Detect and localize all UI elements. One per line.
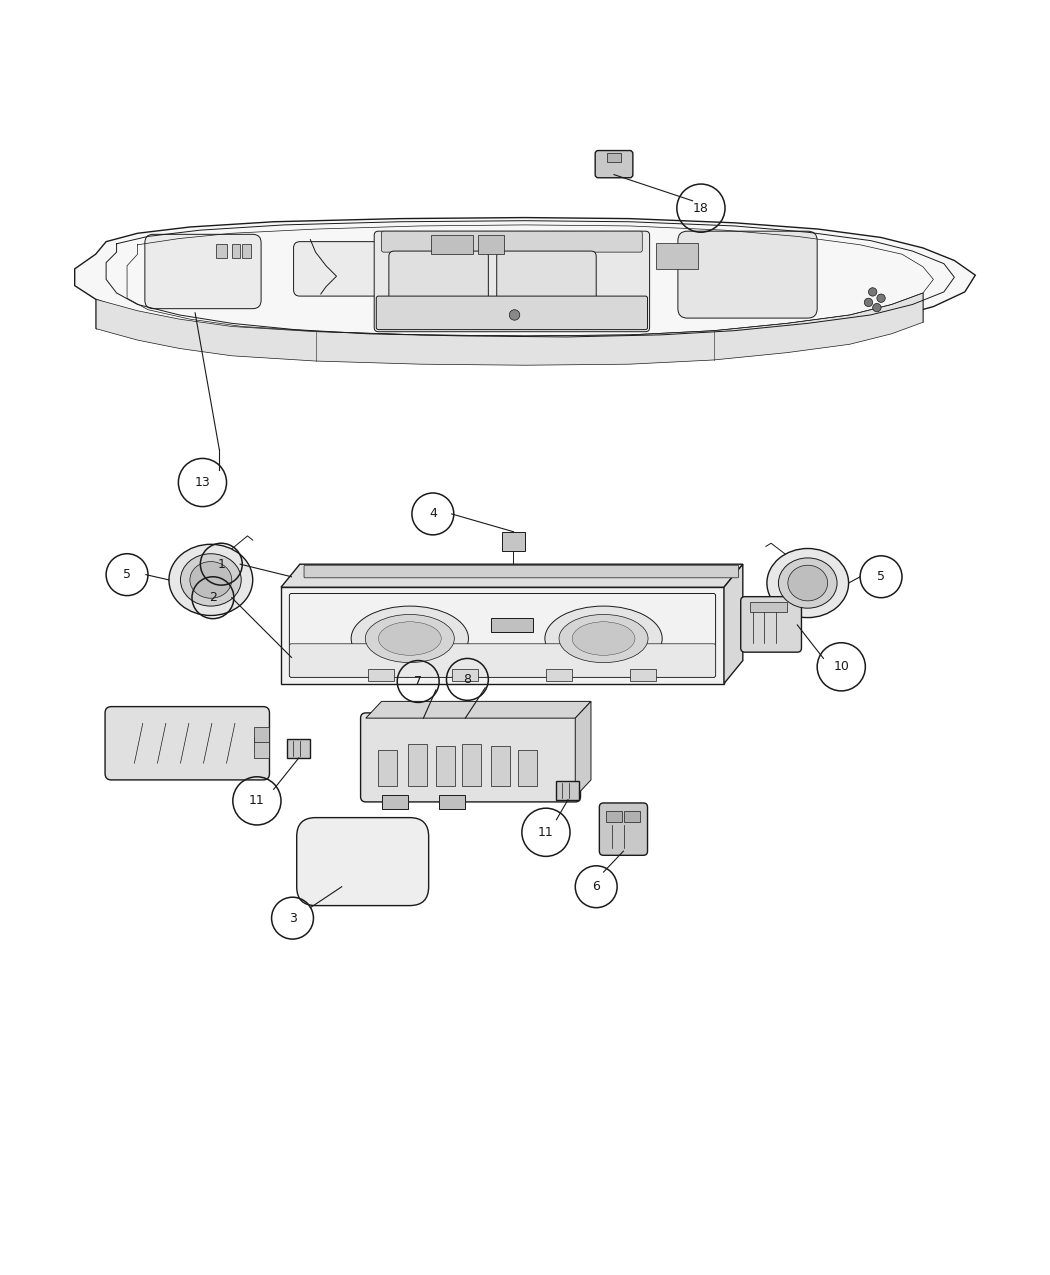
Bar: [436, 746, 455, 787]
Bar: [625, 811, 640, 822]
FancyBboxPatch shape: [145, 235, 261, 309]
Polygon shape: [75, 218, 975, 340]
Bar: [452, 669, 478, 681]
Ellipse shape: [169, 544, 253, 616]
Bar: [462, 745, 481, 787]
Text: 11: 11: [249, 794, 265, 807]
Bar: [546, 669, 572, 681]
Bar: [491, 746, 510, 787]
Ellipse shape: [365, 615, 455, 663]
Bar: [232, 244, 240, 259]
Bar: [556, 782, 580, 799]
FancyBboxPatch shape: [376, 296, 648, 330]
Bar: [368, 669, 394, 681]
Circle shape: [864, 298, 873, 306]
Text: 2: 2: [209, 592, 217, 604]
Ellipse shape: [351, 606, 468, 671]
Text: 10: 10: [834, 660, 849, 673]
Bar: [243, 244, 251, 259]
FancyBboxPatch shape: [388, 251, 488, 306]
FancyBboxPatch shape: [678, 231, 817, 317]
Polygon shape: [96, 293, 923, 365]
Text: 5: 5: [123, 569, 131, 581]
FancyBboxPatch shape: [740, 597, 801, 652]
FancyBboxPatch shape: [304, 565, 738, 578]
Text: 8: 8: [463, 673, 471, 686]
Bar: [478, 236, 504, 254]
Bar: [254, 737, 270, 757]
Bar: [381, 794, 407, 810]
Ellipse shape: [545, 606, 663, 671]
Bar: [407, 745, 426, 787]
Bar: [750, 602, 786, 612]
Bar: [378, 750, 397, 787]
Circle shape: [868, 288, 877, 296]
Text: 13: 13: [194, 476, 210, 490]
Ellipse shape: [190, 561, 232, 598]
FancyBboxPatch shape: [105, 706, 270, 780]
Circle shape: [877, 295, 885, 302]
FancyBboxPatch shape: [290, 644, 716, 677]
Bar: [439, 794, 465, 810]
FancyBboxPatch shape: [297, 817, 428, 905]
Circle shape: [509, 310, 520, 320]
FancyBboxPatch shape: [381, 231, 643, 252]
Bar: [502, 532, 525, 551]
Polygon shape: [723, 565, 742, 683]
Ellipse shape: [778, 558, 837, 608]
Bar: [606, 811, 623, 822]
Bar: [630, 669, 656, 681]
Text: 5: 5: [877, 570, 885, 583]
Ellipse shape: [181, 553, 242, 606]
Circle shape: [873, 303, 881, 312]
Ellipse shape: [572, 622, 635, 655]
Text: 18: 18: [693, 201, 709, 214]
Bar: [518, 750, 537, 787]
Polygon shape: [281, 565, 742, 588]
Text: 11: 11: [538, 826, 553, 839]
FancyBboxPatch shape: [374, 231, 650, 332]
Text: 1: 1: [217, 557, 226, 571]
Text: 3: 3: [289, 912, 296, 924]
Text: 4: 4: [428, 507, 437, 520]
Ellipse shape: [378, 622, 441, 655]
Text: 7: 7: [414, 674, 422, 688]
Polygon shape: [281, 588, 723, 683]
FancyBboxPatch shape: [294, 242, 384, 296]
Bar: [656, 242, 698, 269]
Bar: [288, 740, 311, 757]
FancyBboxPatch shape: [600, 803, 648, 856]
Ellipse shape: [766, 548, 848, 617]
Bar: [430, 236, 473, 254]
Bar: [607, 153, 622, 162]
Ellipse shape: [788, 565, 827, 601]
Ellipse shape: [559, 615, 648, 663]
Polygon shape: [575, 701, 591, 797]
Bar: [491, 617, 533, 632]
Bar: [254, 727, 270, 742]
Bar: [216, 244, 227, 259]
FancyBboxPatch shape: [595, 150, 633, 177]
FancyBboxPatch shape: [497, 251, 596, 310]
Polygon shape: [365, 701, 591, 718]
FancyBboxPatch shape: [360, 713, 581, 802]
Text: 6: 6: [592, 880, 601, 894]
